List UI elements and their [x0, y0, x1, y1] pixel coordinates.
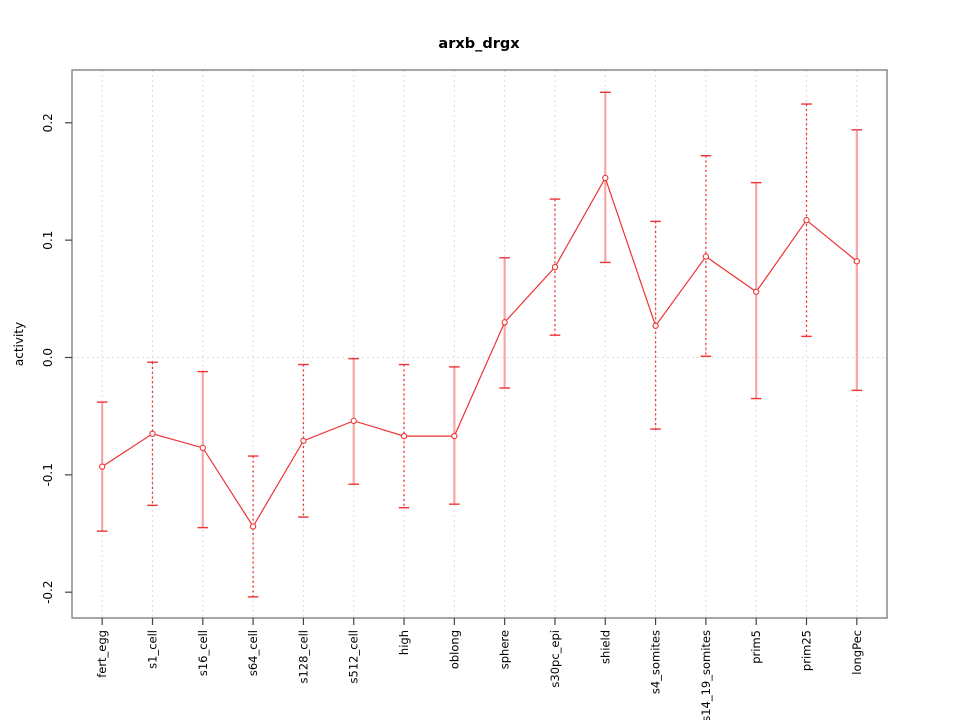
x-tick-label: s128_cell: [296, 630, 310, 683]
data-point: [501, 319, 508, 326]
x-tick-label: s64_cell: [246, 630, 260, 676]
data-point: [753, 288, 760, 295]
data-point: [451, 432, 458, 440]
x-tick-label: s30pc_epi: [548, 630, 562, 688]
data-point: [602, 174, 609, 182]
x-tick-label: s1_cell: [145, 630, 159, 669]
x-tick-label: s4_somites: [649, 630, 663, 694]
data-point: [853, 258, 860, 265]
grid-lines: [72, 70, 887, 618]
data-point: [249, 523, 257, 530]
x-tick-label: high: [397, 630, 411, 655]
axis-ticks-and-labels: -0.2 -0.1 0.0 0.1 0.2 fert_egg s1_cell s16_cell…: [41, 113, 864, 722]
x-tick-label: s16_cell: [196, 630, 210, 676]
data-point: [199, 444, 206, 452]
x-tick-label: fert_egg: [95, 630, 109, 678]
x-tick-label: sphere: [498, 630, 512, 669]
data-point: [99, 463, 106, 470]
data-point: [350, 417, 357, 425]
y-tick-label: -0.2: [41, 580, 55, 603]
x-tick-label: s14_19_somites: [699, 630, 713, 720]
x-tick-label: prim25: [800, 630, 814, 671]
data-point: [702, 253, 710, 260]
y-axis-label: activity: [12, 322, 26, 366]
y-tick-label: 0.1: [41, 231, 55, 250]
y-tick-label: 0.2: [41, 113, 55, 132]
data-point: [400, 432, 408, 440]
data-point: [551, 263, 559, 271]
series-line: [101, 176, 858, 528]
data-point: [803, 217, 810, 224]
y-tick-label: -0.1: [41, 463, 55, 486]
plot-border: [71, 69, 888, 619]
y-tick-label: 0.0: [41, 348, 55, 367]
chart-title: arxb_drgx: [438, 36, 520, 52]
data-point: [652, 322, 659, 329]
x-tick-label: oblong: [447, 630, 461, 669]
x-tick-label: longPec: [850, 630, 864, 675]
x-tick-label: prim5: [749, 630, 763, 664]
data-point: [300, 437, 307, 444]
data-point: [149, 430, 156, 437]
x-tick-label: s512_cell: [347, 630, 361, 683]
x-tick-label: shield: [598, 630, 612, 664]
data-series: [96, 91, 863, 598]
